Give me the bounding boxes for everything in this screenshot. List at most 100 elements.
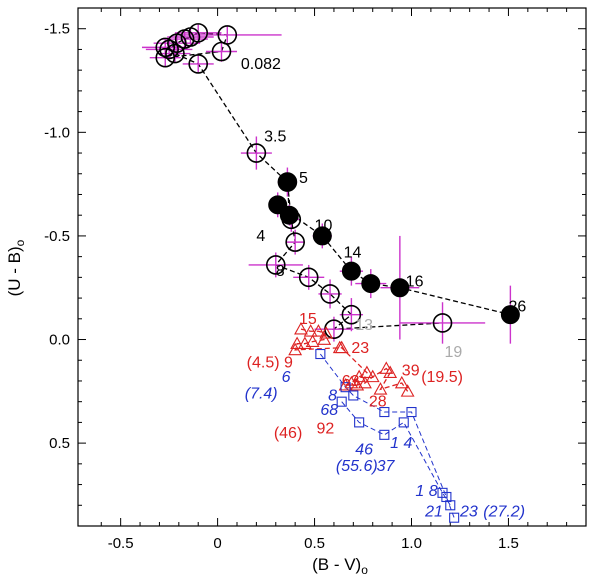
x-tick-label: -0.5 [108,535,134,552]
point-label: 26 [508,298,526,315]
point-label: 15 [299,311,317,328]
annotations: 0.082 3.5 5 4 10 14 8 16 26 13 19 15 23 (4.5) 9 63 39 (1… [241,56,526,521]
triangle-point [317,332,332,345]
point-label: 37 [377,458,396,475]
x-tick-label: 0.5 [304,535,325,552]
point-label: 19 [444,344,462,361]
point-label: 8 [328,387,337,404]
square-point [336,396,347,407]
open-circle-point [320,284,340,304]
y-tick-label: -1.5 [44,21,70,38]
square-point [406,406,417,418]
open-circle-point [285,232,305,252]
open-circle-point [188,54,209,74]
point-label: (19.5) [421,369,463,386]
y-tick-label: 0.0 [49,332,70,349]
triangle-point [373,382,388,395]
data-markers [155,23,520,523]
open-circle-point [188,23,209,43]
filled-circle-point [312,226,332,246]
filled-circle-point [361,274,381,294]
point-label: 21 [424,503,443,520]
triangle-point [383,365,398,379]
triangle-point [359,365,374,379]
point-label: 92 [316,421,334,438]
x-tick-label: 0 [213,535,221,552]
triangle-point [294,322,308,335]
square-point [445,500,456,511]
square-point [340,382,351,393]
triangle-point [338,377,353,391]
square-point [348,390,359,401]
triangle-point [311,324,326,337]
open-circle-point [211,41,232,62]
triangle-point [288,342,303,356]
open-circle-point [341,304,362,325]
point-label: (55.6) [336,458,378,475]
y-tick-label: 0.5 [49,435,70,452]
plot-frame [77,7,587,527]
point-label: (46) [274,425,302,442]
point-label: 14 [344,244,362,261]
triangle-point [334,340,349,354]
square-point [398,417,409,428]
open-circle-point [265,255,286,275]
point-label: 28 [369,394,387,411]
point-label: 68 [320,402,338,419]
point-label: 63 [342,373,360,390]
point-label: (7.4) [245,385,278,402]
x-tick-label: 1.0 [401,535,422,552]
triangle-point [297,336,312,350]
y-tick-label: -1.0 [44,124,70,141]
point-label: (27.2) [483,503,525,520]
point-label: 3.5 [264,128,286,145]
y-axis-title: (U - B)o [5,239,27,296]
red-triangles-line [294,328,409,392]
point-label: 6 [282,369,291,386]
triangle-point [394,375,409,389]
point-label: 10 [315,218,333,235]
triangle-point [358,375,372,389]
point-label: 4 [256,228,265,245]
square-point [437,487,448,498]
open-circle-point [155,47,176,68]
filled-circle-point [500,305,520,325]
point-label: 8 [276,263,285,280]
square-point [354,417,365,428]
point-label: 46 [355,441,373,458]
open-circle-point [432,313,453,333]
filled-circle-point [341,261,361,281]
open-circle-point [298,267,319,288]
triangle-point [305,334,320,347]
filled-circle-point [390,278,410,298]
point-label: 39 [402,363,420,380]
blue-squares-b-line [341,401,451,506]
filled-circle-point [268,195,288,215]
point-label: 13 [355,317,373,334]
axis-ticks: -0.5 0 0.5 1.0 1.5 -1.5 -1.0 -0.5 0.0 0.5 [44,8,586,552]
square-point [449,512,460,523]
point-label: (4.5) 9 [247,354,293,371]
triangle-point [303,324,318,337]
point-label: 16 [406,274,424,291]
open-circle-point [155,37,176,58]
point-label: 1 8 [415,483,437,500]
square-point [315,348,326,360]
point-label: 5 [299,170,308,187]
point-label: 23 [351,340,369,357]
point-label: 1 4 [390,435,412,452]
point-label: 0.082 [241,56,281,73]
square-point [379,406,390,418]
open-circle-point [246,143,267,163]
open-circle-point [165,43,185,64]
triangle-point [400,384,415,397]
filled-circle-point [277,172,297,192]
square-point [379,429,390,440]
triangle-point [332,340,347,354]
x-axis-title: (B - V)o [312,555,368,577]
series-lines [164,32,511,518]
triangle-point [365,369,380,383]
y-tick-label: -0.5 [44,228,70,245]
x-tick-label: 1.5 [498,535,519,552]
